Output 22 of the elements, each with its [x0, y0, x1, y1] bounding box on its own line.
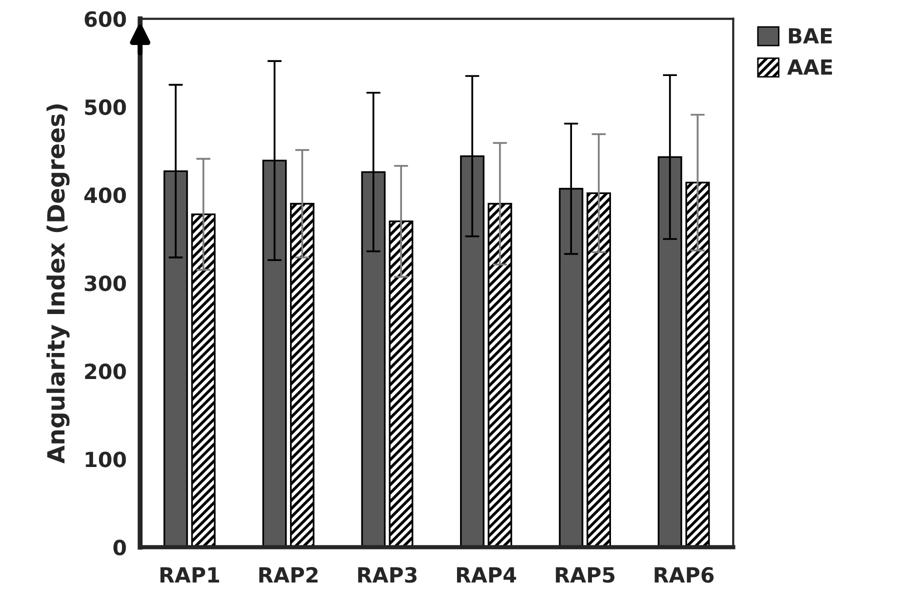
bar [685, 182, 710, 548]
x-tick-label: RAP5 [556, 567, 614, 583]
y-tick-label: 0 [113, 540, 126, 556]
y-tick-label: 200 [85, 364, 126, 380]
x-tick-label: RAP3 [358, 567, 417, 583]
y-tick-label: 100 [86, 452, 126, 468]
y-tick-label: 600 [84, 11, 126, 27]
bar [191, 213, 216, 548]
y-tick-label: 300 [84, 275, 126, 292]
bar [290, 202, 314, 548]
x-tick-label: RAP1 [160, 567, 220, 582]
y-tick-label: 500 [85, 99, 126, 116]
x-tick-label: RAP2 [259, 567, 318, 582]
legend-label: BAE [788, 28, 832, 44]
x-tick-label: RAP4 [457, 567, 516, 582]
y-tick-label: 400 [84, 187, 126, 204]
bar [388, 220, 414, 548]
legend-label: AAE [787, 59, 832, 75]
bar [488, 202, 512, 548]
y-axis-title: Angularity Index (Degrees) [46, 104, 70, 464]
bar [586, 192, 611, 548]
x-tick-label: RAP6 [654, 567, 714, 583]
